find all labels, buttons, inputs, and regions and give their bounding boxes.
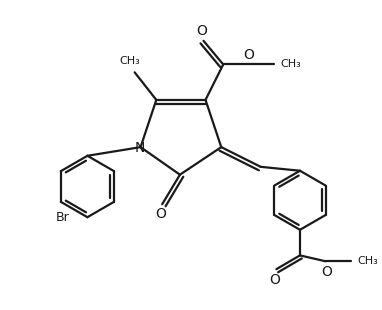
Text: CH₃: CH₃ (120, 56, 140, 66)
Text: CH₃: CH₃ (357, 256, 378, 266)
Text: O: O (155, 207, 166, 221)
Text: N: N (134, 140, 145, 154)
Text: O: O (322, 265, 333, 279)
Text: O: O (269, 273, 280, 287)
Text: O: O (196, 24, 207, 38)
Text: O: O (243, 48, 254, 62)
Text: CH₃: CH₃ (280, 60, 301, 69)
Text: Br: Br (56, 211, 70, 224)
